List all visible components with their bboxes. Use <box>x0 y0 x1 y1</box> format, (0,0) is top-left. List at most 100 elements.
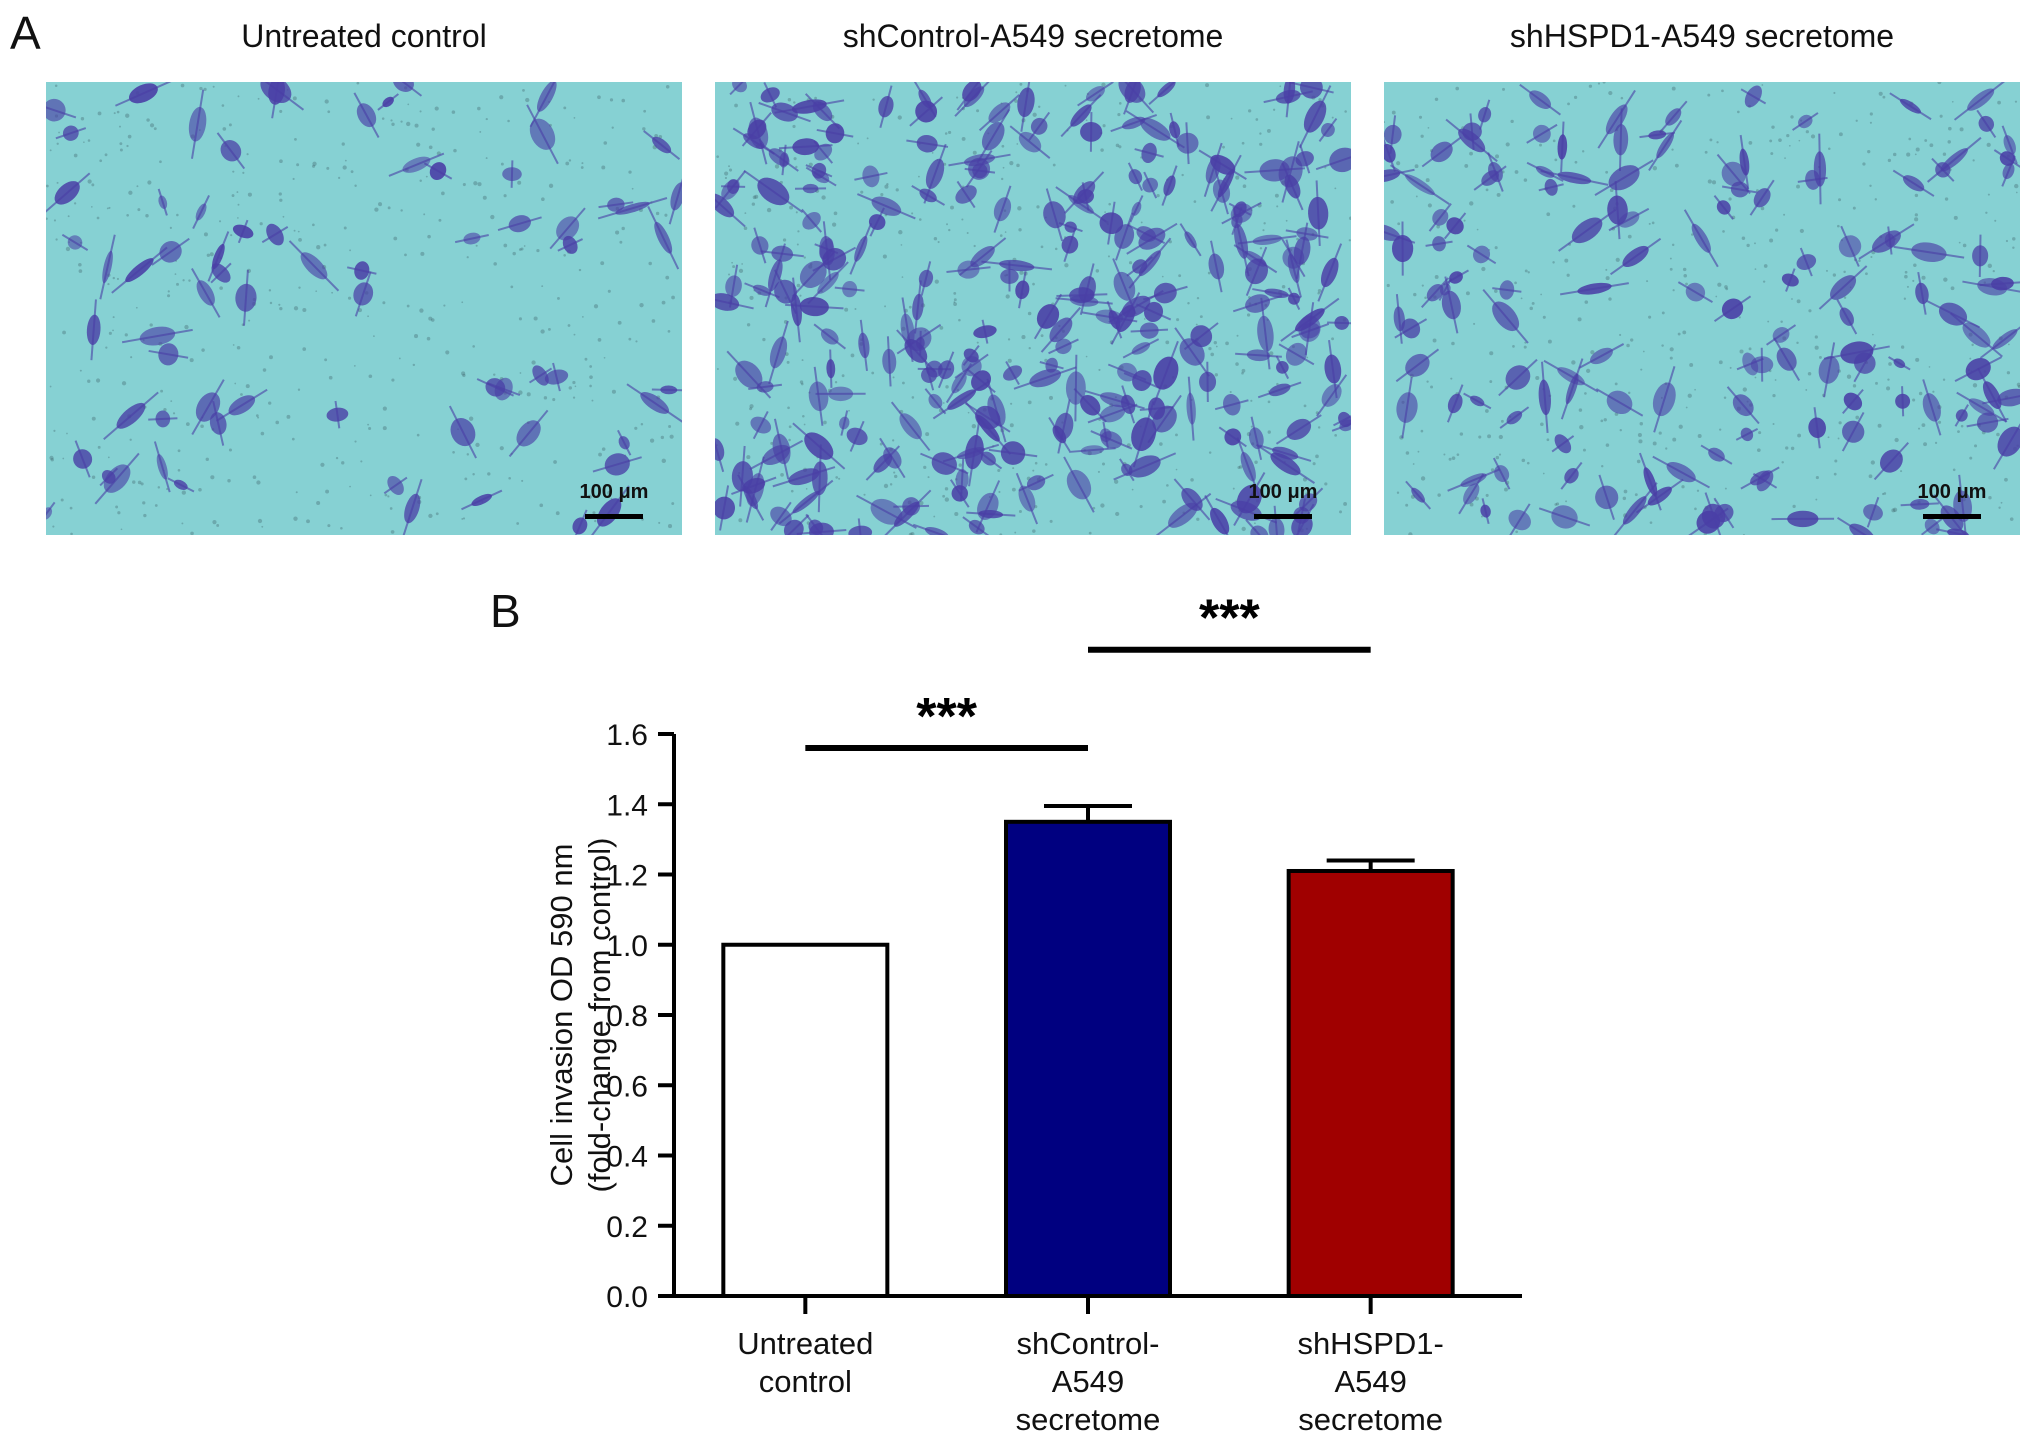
debris-dot <box>787 406 790 410</box>
stained-cell <box>826 349 836 388</box>
debris-dot <box>469 416 474 421</box>
debris-dot <box>382 426 387 431</box>
debris-dot <box>373 335 375 338</box>
stained-cell <box>1214 393 1249 416</box>
debris-dot <box>667 524 673 529</box>
debris-dot <box>510 285 514 289</box>
debris-dot <box>52 525 55 528</box>
debris-dot <box>466 256 469 259</box>
stained-cell <box>210 262 232 284</box>
stained-cell <box>1396 376 1418 439</box>
stained-cell <box>544 362 569 392</box>
debris-dot <box>716 368 719 370</box>
debris-dot <box>834 381 838 384</box>
debris-dot <box>113 112 116 115</box>
debris-dot <box>230 234 233 237</box>
debris-dot <box>1774 379 1777 381</box>
debris-dot <box>1807 372 1812 376</box>
debris-dot <box>1208 451 1212 454</box>
stained-cell <box>549 207 586 250</box>
debris-dot <box>1748 141 1753 145</box>
debris-dot <box>1717 282 1722 287</box>
debris-dot <box>927 476 930 479</box>
debris-dot <box>1259 247 1263 250</box>
stained-cell <box>978 94 1020 132</box>
stained-cell <box>1595 388 1644 417</box>
debris-dot <box>108 331 112 335</box>
debris-dot <box>490 214 495 220</box>
debris-dot <box>1852 206 1856 210</box>
debris-dot <box>1855 415 1860 420</box>
debris-dot <box>1272 108 1276 111</box>
debris-dot <box>1939 114 1943 118</box>
debris-dot <box>743 226 748 231</box>
debris-dot <box>1015 91 1018 94</box>
debris-dot <box>234 382 237 385</box>
debris-dot <box>1843 296 1847 299</box>
y-tick-label: 0.2 <box>606 1211 648 1244</box>
stained-cell <box>216 132 246 170</box>
debris-dot <box>1652 441 1657 446</box>
debris-dot <box>774 164 780 169</box>
debris-dot <box>91 183 95 187</box>
stained-cell <box>1635 478 1684 514</box>
debris-dot <box>526 392 531 397</box>
debris-dot <box>326 166 330 170</box>
debris-dot <box>360 460 363 463</box>
debris-dot <box>126 213 129 217</box>
debris-dot <box>1118 102 1122 105</box>
debris-dot <box>1868 474 1873 479</box>
debris-dot <box>127 134 132 139</box>
debris-dot <box>1285 219 1288 222</box>
stained-cell <box>1232 294 1283 313</box>
micrograph-title-untreated: Untreated control <box>241 18 487 54</box>
stained-cell <box>839 410 850 436</box>
debris-dot <box>1464 164 1469 168</box>
debris-dot <box>153 127 157 131</box>
debris-dot <box>1007 338 1011 341</box>
debris-dot <box>367 315 369 318</box>
stained-cell <box>942 443 1000 463</box>
stained-cell <box>981 259 1053 272</box>
debris-dot <box>1485 188 1489 192</box>
debris-dot <box>634 426 638 430</box>
debris-dot <box>1540 293 1543 296</box>
debris-dot <box>91 475 96 479</box>
debris-dot <box>1437 493 1441 497</box>
debris-dot <box>46 184 49 188</box>
stained-cell <box>1540 169 1609 186</box>
stained-cell <box>1538 505 1591 529</box>
debris-dot <box>1796 184 1800 189</box>
debris-dot <box>541 197 545 202</box>
debris-dot <box>1972 159 1975 162</box>
stained-cell <box>760 82 780 108</box>
debris-dot <box>49 149 52 152</box>
micrograph-title-shcontrol: shControl-A549 secretome <box>842 18 1224 54</box>
debris-dot <box>1814 345 1819 350</box>
debris-dot <box>1115 511 1120 517</box>
debris-dot <box>1214 373 1218 377</box>
stained-cell <box>993 185 1012 233</box>
debris-dot <box>1790 446 1795 451</box>
debris-dot <box>1269 351 1274 356</box>
debris-dot <box>793 101 796 104</box>
debris-dot <box>188 279 191 282</box>
debris-dot <box>1672 289 1675 292</box>
debris-dot <box>1546 438 1550 442</box>
debris-dot <box>1588 84 1593 88</box>
debris-dot <box>169 226 172 229</box>
debris-dot <box>324 99 329 104</box>
debris-dot <box>1605 276 1610 281</box>
debris-dot <box>1661 344 1664 347</box>
debris-dot <box>344 159 347 162</box>
debris-dot <box>1032 282 1035 286</box>
stained-cell <box>1043 188 1066 242</box>
stained-cell <box>819 221 835 281</box>
debris-dot <box>1608 91 1613 96</box>
stained-cell <box>1492 280 1522 300</box>
debris-dot <box>1913 263 1917 267</box>
debris-dot <box>1566 273 1570 277</box>
debris-dot <box>902 381 905 385</box>
stained-cell <box>1198 149 1247 181</box>
debris-dot <box>1622 496 1627 501</box>
